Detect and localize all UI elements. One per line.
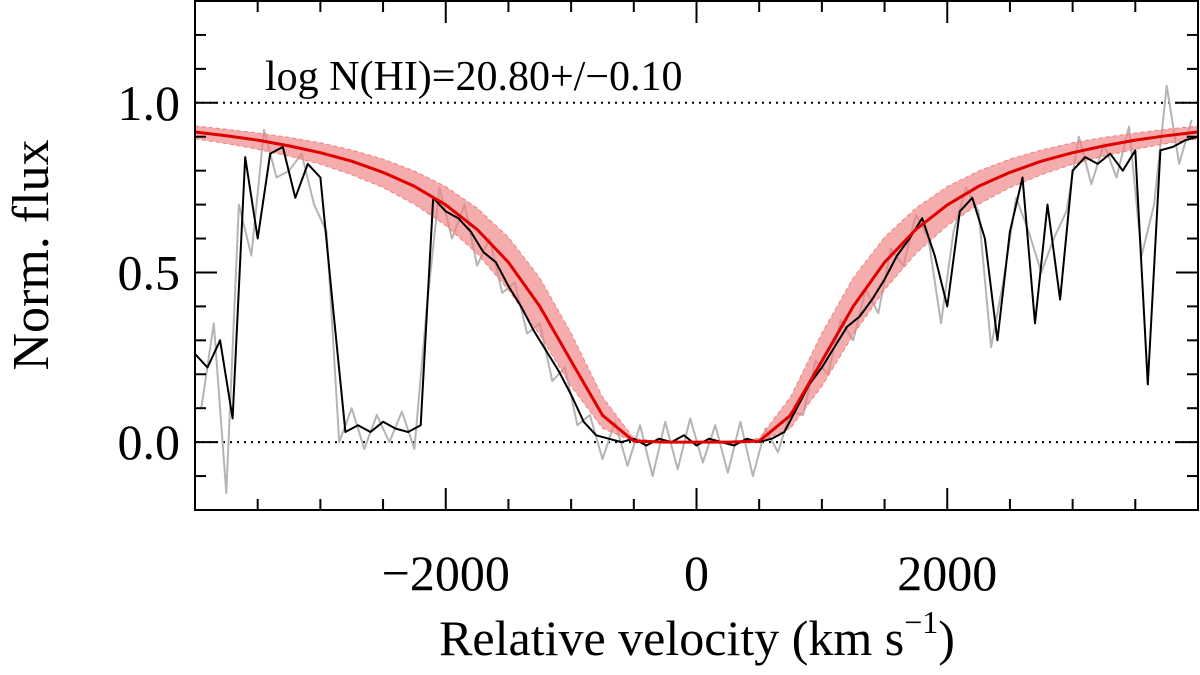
x-axis-label-text: ) — [938, 610, 955, 666]
error-band-edge — [195, 125, 1198, 443]
error-band — [195, 125, 1198, 443]
y-tick-label: 0.5 — [118, 244, 181, 300]
x-tick-label: −2000 — [382, 545, 510, 601]
axes: −2000 0 2000 0.0 0.5 1.0 — [118, 0, 1199, 601]
error-band-edge — [195, 138, 1198, 443]
y-tick-label: 1.0 — [118, 75, 181, 131]
x-tick-label: 2000 — [897, 545, 997, 601]
x-axis-label: Relative velocity (km s−1) — [439, 604, 955, 666]
x-axis-label-text: Relative velocity (km s — [439, 610, 904, 666]
data-line — [200, 84, 1193, 494]
x-axis-label-sup: −1 — [904, 604, 938, 640]
plot-area — [195, 84, 1198, 494]
y-axis-label: Norm. flux — [3, 139, 60, 370]
x-tick-label: 0 — [684, 545, 709, 601]
data-line — [195, 135, 1198, 447]
annotation: log N(HI)=20.80+/−0.10 — [265, 54, 683, 100]
y-tick-label: 0.0 — [118, 414, 181, 470]
data-line — [195, 130, 1198, 444]
